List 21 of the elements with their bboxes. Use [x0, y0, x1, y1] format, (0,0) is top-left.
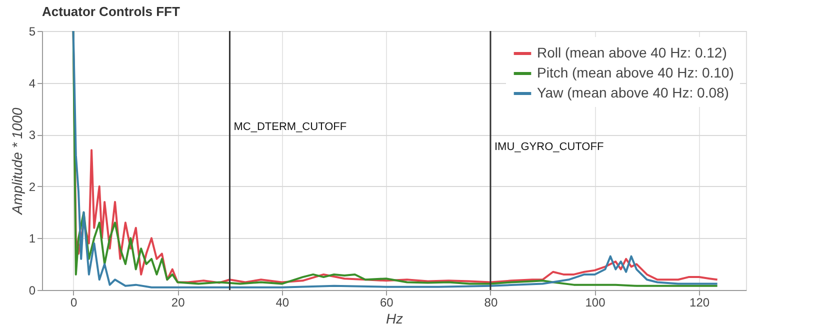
x-tick-label: 60: [380, 296, 394, 310]
x-tick-label: 100: [585, 296, 606, 310]
ref-line-label: IMU_GYRO_CUTOFF: [494, 141, 604, 153]
y-tick-label: 0: [28, 284, 36, 298]
x-tick-label: 0: [70, 296, 78, 310]
x-axis-title: Hz: [386, 310, 404, 326]
y-tick-label: 5: [28, 24, 36, 38]
legend-label: Pitch (mean above 40 Hz: 0.10): [537, 64, 734, 80]
y-tick-label: 1: [28, 232, 36, 246]
x-tick-label: 80: [484, 296, 498, 310]
chart-title: Actuator Controls FFT: [42, 4, 180, 19]
legend-label: Yaw (mean above 40 Hz: 0.08): [537, 84, 729, 100]
x-tick-label: 20: [171, 296, 186, 310]
y-tick-label: 3: [28, 128, 36, 142]
ref-line-label: MC_DTERM_CUTOFF: [234, 121, 347, 133]
y-axis-title: Amplitude * 1000: [8, 107, 25, 216]
y-tick-label: 2: [28, 180, 36, 194]
y-tick-label: 4: [28, 76, 36, 90]
x-tick-label: 40: [276, 296, 290, 310]
legend-label: Roll (mean above 40 Hz: 0.12): [537, 44, 727, 60]
x-tick-label: 120: [690, 296, 710, 310]
